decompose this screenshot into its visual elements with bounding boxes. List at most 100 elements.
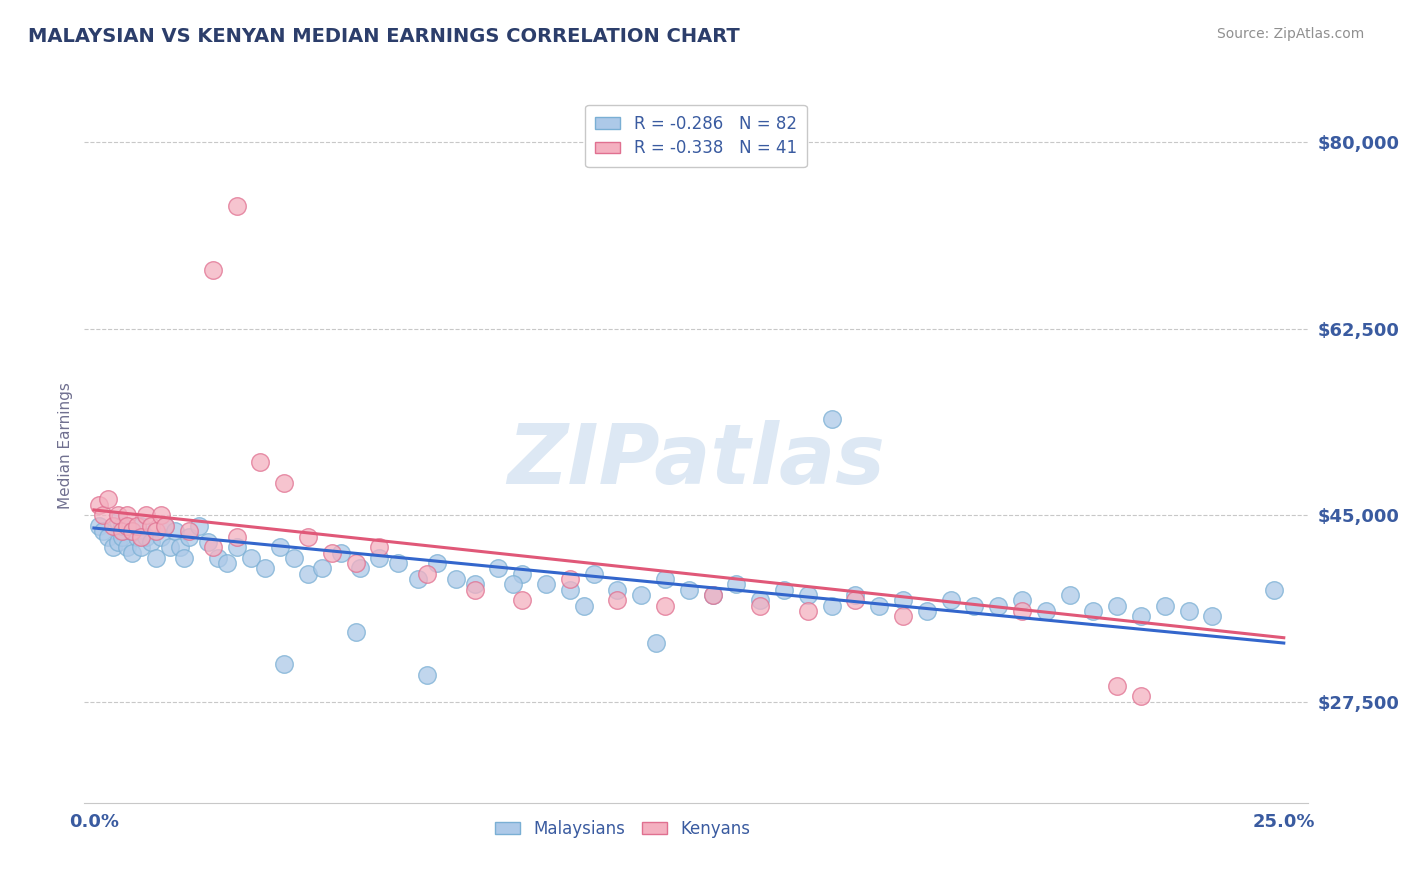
Point: [131, 519, 153, 533]
Point: [444, 572, 467, 586]
Point: [464, 582, 486, 597]
Point: [201, 263, 224, 277]
Text: ZIPatlas: ZIPatlas: [508, 420, 884, 500]
Point: [1011, 604, 1033, 618]
Point: [406, 572, 429, 586]
Point: [678, 582, 700, 597]
Point: [915, 604, 938, 618]
Point: [820, 599, 842, 613]
Point: [1035, 604, 1057, 618]
Point: [1083, 604, 1105, 618]
Text: Source: ZipAtlas.com: Source: ZipAtlas.com: [1216, 27, 1364, 41]
Point: [510, 566, 533, 581]
Point: [121, 524, 143, 539]
Point: [1107, 599, 1129, 613]
Point: [1263, 582, 1285, 597]
Point: [139, 534, 162, 549]
Point: [121, 545, 143, 559]
Point: [387, 556, 409, 570]
Point: [558, 582, 581, 597]
Point: [749, 599, 772, 613]
Point: [273, 657, 295, 672]
Point: [269, 540, 291, 554]
Point: [1059, 588, 1081, 602]
Point: [606, 593, 628, 607]
Point: [155, 519, 177, 533]
Point: [97, 492, 120, 507]
Point: [1130, 690, 1153, 704]
Point: [426, 556, 449, 570]
Point: [464, 577, 486, 591]
Point: [225, 540, 247, 554]
Point: [725, 577, 748, 591]
Point: [115, 519, 138, 533]
Point: [1130, 609, 1153, 624]
Point: [702, 588, 724, 602]
Point: [101, 519, 124, 533]
Point: [1177, 604, 1199, 618]
Point: [797, 604, 820, 618]
Point: [149, 529, 172, 543]
Point: [1153, 599, 1175, 613]
Point: [197, 534, 219, 549]
Point: [249, 455, 271, 469]
Y-axis label: Median Earnings: Median Earnings: [58, 383, 73, 509]
Point: [582, 566, 605, 581]
Point: [844, 588, 866, 602]
Point: [207, 550, 229, 565]
Point: [131, 529, 153, 543]
Point: [820, 412, 842, 426]
Point: [201, 540, 224, 554]
Point: [1011, 593, 1033, 607]
Point: [87, 519, 110, 533]
Point: [416, 566, 439, 581]
Point: [939, 593, 962, 607]
Point: [135, 508, 157, 523]
Point: [891, 593, 914, 607]
Point: [111, 524, 134, 539]
Point: [111, 529, 134, 543]
Point: [654, 572, 676, 586]
Point: [187, 519, 209, 533]
Point: [416, 668, 439, 682]
Point: [273, 476, 295, 491]
Point: [107, 534, 129, 549]
Point: [217, 556, 239, 570]
Point: [630, 588, 652, 602]
Point: [344, 625, 367, 640]
Point: [145, 524, 167, 539]
Point: [173, 550, 195, 565]
Point: [163, 524, 186, 539]
Point: [891, 609, 914, 624]
Point: [135, 529, 157, 543]
Point: [107, 508, 129, 523]
Point: [368, 540, 391, 554]
Point: [644, 636, 666, 650]
Point: [534, 577, 557, 591]
Point: [87, 498, 110, 512]
Point: [159, 540, 181, 554]
Point: [349, 561, 371, 575]
Point: [169, 540, 191, 554]
Point: [344, 556, 367, 570]
Point: [606, 582, 628, 597]
Point: [145, 550, 167, 565]
Point: [254, 561, 277, 575]
Point: [321, 545, 343, 559]
Point: [797, 588, 820, 602]
Point: [115, 540, 138, 554]
Point: [558, 572, 581, 586]
Point: [868, 599, 890, 613]
Point: [111, 519, 134, 533]
Point: [1107, 679, 1129, 693]
Point: [297, 529, 319, 543]
Point: [311, 561, 333, 575]
Point: [488, 561, 510, 575]
Point: [121, 524, 143, 539]
Point: [139, 519, 162, 533]
Point: [177, 524, 200, 539]
Point: [773, 582, 796, 597]
Point: [572, 599, 595, 613]
Point: [93, 524, 115, 539]
Point: [115, 508, 138, 523]
